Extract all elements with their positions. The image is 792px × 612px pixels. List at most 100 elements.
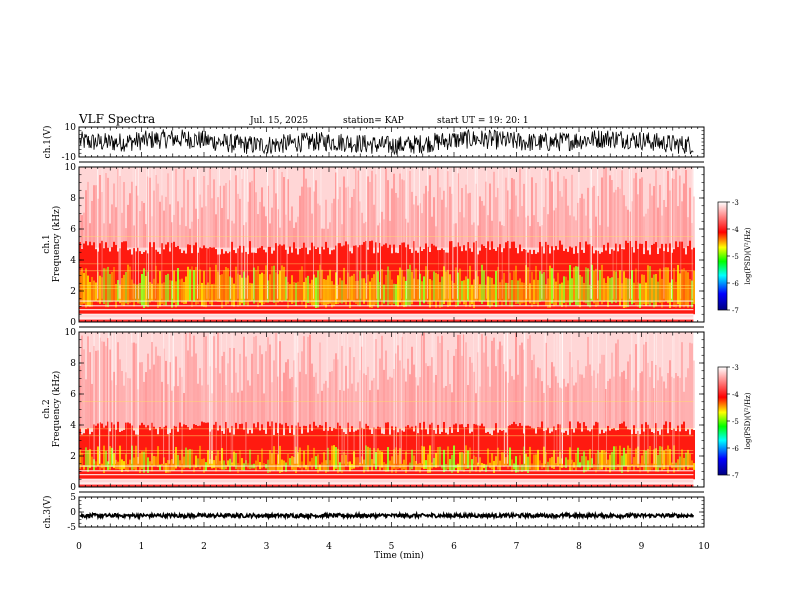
spectrogram-column-band	[95, 425, 97, 480]
spectrogram-column-upper	[321, 228, 323, 248]
spectrogram-column-upper	[499, 221, 501, 248]
spectrogram-column-core	[313, 274, 315, 307]
ch1-spectrogram-image	[79, 167, 695, 322]
spectrogram-column-core	[339, 462, 341, 472]
spectrogram-column-upper	[113, 371, 115, 429]
spectrogram-column-upper	[233, 223, 235, 248]
spectrogram-column-core	[571, 278, 573, 303]
spectrogram-column-upper	[419, 377, 421, 429]
spectrogram-column-band	[525, 425, 527, 480]
spectrogram-column-core	[189, 449, 191, 469]
spectrogram-column-upper	[235, 175, 237, 248]
spectrogram-column-core	[295, 446, 297, 474]
spectrogram-column-band	[479, 250, 481, 315]
spectrogram-column-core	[237, 273, 239, 307]
spectrogram-column-core	[675, 281, 677, 308]
spectrogram-column-upper	[265, 351, 267, 429]
spectrogram-column-band	[253, 423, 255, 480]
spectrogram-column-core	[135, 284, 137, 302]
spectrogram-column-upper	[263, 393, 265, 429]
spectrogram-column-band	[511, 241, 513, 315]
spectrogram-column-upper	[175, 169, 177, 248]
spectrogram-column-band	[605, 250, 607, 315]
colorbar-tick-label: -3	[732, 364, 739, 372]
spectrogram-column-upper	[653, 186, 655, 248]
spectrogram-column-upper	[155, 346, 157, 429]
spectrogram-column-upper	[403, 180, 405, 248]
spectrogram-column-band	[211, 247, 213, 315]
spectrogram-column-band	[297, 422, 299, 480]
spectrogram-column-upper	[557, 171, 559, 248]
spectrogram-column-core	[191, 449, 193, 468]
spectrogram-column-upper	[389, 220, 391, 248]
spectrogram-column-upper	[153, 190, 155, 248]
spectrogram-column-band	[527, 425, 529, 480]
spectrogram-column-core	[181, 278, 183, 303]
spectrogram-column-core	[149, 461, 151, 466]
spectrogram-column-upper	[339, 390, 341, 429]
spectrogram-column-upper	[111, 204, 113, 248]
spectrogram-column-upper	[299, 371, 301, 429]
spectrogram-column-upper	[373, 204, 375, 248]
spectrogram-column-core	[547, 461, 549, 472]
spectrogram-column-band	[495, 423, 497, 480]
spectrogram-column-core	[121, 278, 123, 305]
spectrogram-column-core	[267, 280, 269, 303]
spectrogram-column-core	[197, 284, 199, 304]
spectrogram-column-upper	[275, 332, 277, 429]
spectrogram-column-core	[539, 271, 541, 302]
spectrogram-column-core	[623, 271, 625, 309]
spectrogram-column-upper	[329, 222, 331, 248]
spectrogram-column-core	[411, 449, 413, 470]
spectrogram-column-upper	[157, 355, 159, 429]
spectrogram-column-band	[529, 249, 531, 315]
spectrogram-column-band	[505, 242, 507, 315]
spectrogram-column-core	[235, 452, 237, 470]
spectrogram-column-upper	[567, 383, 569, 429]
spectrogram-column-core	[303, 450, 305, 468]
spectrogram-column-band	[555, 245, 557, 315]
spectrogram-column-upper	[385, 168, 387, 248]
spectrogram-column-band	[677, 425, 679, 480]
spectrogram-column-core	[95, 282, 97, 302]
spectrogram-column-core	[441, 276, 443, 307]
spectrogram-column-upper	[547, 385, 549, 429]
spectrogram-column-core	[389, 271, 391, 305]
spectrogram-column-core	[677, 265, 679, 305]
spectrogram-column-upper	[471, 224, 473, 248]
spectrogram-column-upper	[651, 195, 653, 248]
spectrogram-column-upper	[673, 179, 675, 248]
spectrogram-column-band	[389, 434, 391, 480]
spectrogram-column-band	[263, 429, 265, 480]
spectrogram-column-upper	[135, 343, 137, 429]
spectrogram-column-core	[469, 265, 471, 307]
spectrogram-column-core	[405, 280, 407, 307]
spectrogram-column-upper	[125, 228, 127, 248]
spectrogram-column-upper	[599, 363, 601, 429]
spectrogram-column-core	[463, 280, 465, 305]
spectrogram-column-upper	[105, 173, 107, 248]
spectrogram-column-upper	[549, 170, 551, 248]
spectrogram-column-core	[129, 459, 131, 468]
station-label: station= KAP	[343, 116, 404, 126]
spectrogram-column-core	[107, 266, 109, 308]
spectrogram-column-core	[321, 269, 323, 305]
spectrogram-column-upper	[513, 179, 515, 248]
spectrogram-column-upper	[401, 336, 403, 429]
spectrogram-column-upper	[85, 379, 87, 429]
spectrogram-column-band	[283, 435, 285, 480]
spectrogram-column-core	[311, 457, 313, 470]
spectrogram-column-upper	[129, 193, 131, 248]
spectrogram-column-core	[215, 264, 217, 302]
spectrogram-column-band	[457, 432, 459, 480]
spectrogram-column-core	[239, 450, 241, 470]
spectrogram-column-core	[217, 271, 219, 302]
spectrogram-column-core	[653, 449, 655, 468]
spectrogram-column-core	[133, 283, 135, 307]
spectrogram-column-upper	[453, 223, 455, 248]
chart-title: VLF Spectra	[78, 112, 155, 126]
spectrogram-column-upper	[289, 220, 291, 248]
spectrogram-column-upper	[351, 196, 353, 248]
spectrogram-column-core	[547, 278, 549, 308]
